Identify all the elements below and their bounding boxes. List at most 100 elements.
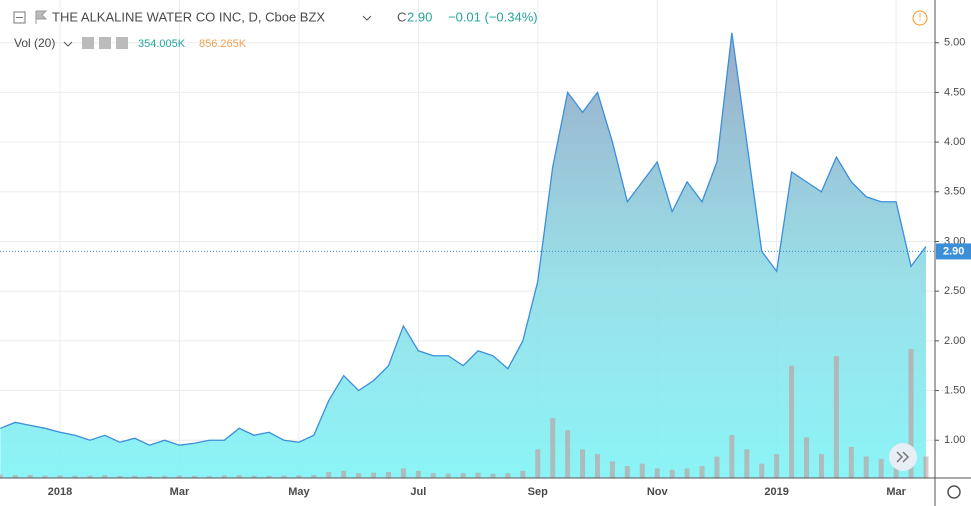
volume-bar bbox=[176, 475, 182, 478]
volume-bar bbox=[833, 356, 839, 478]
y-tick-label: 4.50 bbox=[944, 86, 965, 98]
volume-bar bbox=[863, 456, 869, 478]
volume-bar bbox=[430, 473, 436, 478]
volume-bar bbox=[535, 449, 541, 478]
volume-bar bbox=[639, 463, 645, 478]
x-tick-label: 2019 bbox=[764, 486, 788, 498]
volume-bar bbox=[669, 469, 675, 478]
close-prefix: C bbox=[397, 9, 406, 24]
volume-bar bbox=[475, 472, 481, 478]
volume-bar bbox=[729, 434, 735, 478]
volume-bar bbox=[565, 430, 571, 478]
volume-bar bbox=[326, 472, 332, 478]
scroll-icon bbox=[896, 451, 910, 463]
price-change: −0.01 (−0.34%) bbox=[448, 9, 538, 24]
price-line bbox=[0, 32, 927, 446]
volume-bar bbox=[117, 475, 123, 478]
volume-bar bbox=[57, 475, 63, 478]
x-tick-label: Mar bbox=[170, 486, 190, 498]
y-tick-label: 3.50 bbox=[944, 186, 965, 198]
x-tick-label: May bbox=[288, 486, 310, 498]
volume-bar bbox=[27, 474, 33, 478]
volume-bar bbox=[714, 456, 720, 478]
dropdown-icon bbox=[63, 41, 73, 47]
y-tick-label: 2.00 bbox=[944, 335, 965, 347]
volume-bar bbox=[296, 475, 302, 478]
volume-bar bbox=[595, 454, 600, 478]
volume-bar bbox=[311, 475, 317, 478]
volume-bar bbox=[505, 473, 511, 478]
volume-bar bbox=[490, 473, 496, 478]
alert-mark: ! bbox=[919, 13, 922, 24]
volume-bar bbox=[206, 476, 212, 478]
y-tick-label: 1.50 bbox=[944, 384, 965, 396]
y-tick-label: 2.50 bbox=[944, 285, 965, 297]
y-tick-label: 4.00 bbox=[944, 136, 965, 148]
volume-bar bbox=[0, 474, 3, 478]
study-remove[interactable] bbox=[116, 37, 128, 49]
volume-bar bbox=[848, 446, 854, 478]
dropdown-icon bbox=[362, 15, 372, 21]
volume-bar bbox=[191, 475, 197, 478]
volume-bar bbox=[236, 475, 242, 478]
volume-bar bbox=[162, 475, 168, 478]
volume-bar bbox=[550, 418, 556, 478]
volume-bar bbox=[87, 475, 93, 478]
volume-bar bbox=[221, 475, 227, 478]
symbol-title[interactable]: THE ALKALINE WATER CO INC, D, Cboe BZX bbox=[52, 9, 325, 24]
x-tick-label: Sep bbox=[528, 486, 548, 498]
study-format[interactable] bbox=[99, 37, 111, 49]
volume-bar bbox=[132, 475, 138, 478]
volume-ma-value: 856.265K bbox=[199, 38, 247, 50]
price-area bbox=[0, 32, 926, 478]
volume-bar bbox=[72, 475, 78, 478]
volume-bar bbox=[699, 466, 705, 478]
volume-bar bbox=[520, 470, 526, 478]
volume-bar bbox=[878, 458, 884, 478]
alert-icon[interactable] bbox=[912, 10, 928, 26]
volume-bar bbox=[341, 470, 347, 478]
last-price-label: 2.90 bbox=[943, 245, 964, 257]
volume-bar bbox=[923, 456, 929, 478]
flag-icon[interactable] bbox=[35, 10, 48, 24]
volume-bar bbox=[445, 473, 451, 478]
volume-bar bbox=[624, 466, 630, 478]
volume-bar bbox=[102, 475, 108, 478]
volume-bar bbox=[12, 475, 18, 478]
x-tick-label: Mar bbox=[886, 486, 906, 498]
volume-bar bbox=[356, 473, 362, 478]
volume-bar bbox=[580, 449, 586, 478]
volume-bar bbox=[42, 475, 48, 478]
collapse-button[interactable] bbox=[13, 11, 26, 24]
volume-bar bbox=[654, 468, 660, 478]
volume-bar bbox=[400, 468, 406, 478]
volume-bar bbox=[804, 437, 810, 478]
x-tick-label: Jul bbox=[410, 486, 426, 498]
volume-bar bbox=[251, 475, 257, 478]
settings-button[interactable] bbox=[947, 485, 961, 499]
volume-bar bbox=[684, 468, 690, 478]
volume-bar bbox=[371, 472, 377, 478]
volume-bar bbox=[609, 461, 615, 478]
volume-bar bbox=[759, 463, 765, 478]
x-tick-label: 2018 bbox=[48, 486, 72, 498]
x-tick-label: Nov bbox=[647, 486, 669, 498]
volume-bar bbox=[789, 365, 795, 478]
volume-bar bbox=[385, 472, 391, 478]
close-value: 2.90 bbox=[407, 9, 432, 24]
volume-bar bbox=[460, 473, 466, 478]
volume-study[interactable]: Vol (20) bbox=[14, 36, 55, 50]
volume-bar bbox=[744, 449, 750, 478]
volume-bar bbox=[147, 476, 153, 478]
volume-bar bbox=[281, 475, 287, 478]
study-settings[interactable] bbox=[82, 37, 94, 49]
volume-bar bbox=[415, 470, 421, 478]
volume-bar bbox=[818, 454, 824, 478]
volume-value: 354.005K bbox=[138, 38, 186, 50]
y-tick-label: 5.00 bbox=[944, 37, 965, 49]
last-price-box bbox=[936, 243, 971, 260]
volume-bar bbox=[774, 454, 780, 478]
volume-bar bbox=[266, 475, 272, 478]
volume-bar bbox=[908, 348, 914, 478]
